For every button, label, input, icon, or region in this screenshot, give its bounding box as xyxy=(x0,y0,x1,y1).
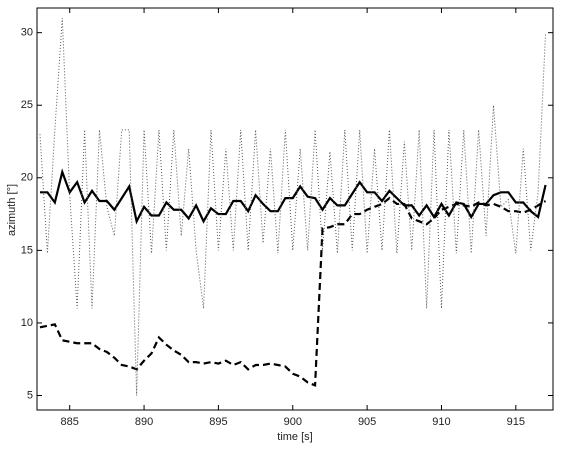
y-tick-label: 15 xyxy=(21,244,33,256)
plot-frame xyxy=(36,7,554,411)
y-tick-label: 25 xyxy=(21,99,33,111)
x-tick-label: 915 xyxy=(507,416,525,428)
x-tick-label: 890 xyxy=(135,416,153,428)
series-line xyxy=(39,168,547,225)
x-tick-label: 885 xyxy=(61,416,79,428)
x-tick-label: 900 xyxy=(284,416,302,428)
x-axis-label: time [s] xyxy=(277,431,312,443)
y-axis-label: azimuth [°] xyxy=(6,184,18,236)
x-tick-label: 905 xyxy=(358,416,376,428)
y-tick-label: 5 xyxy=(27,389,33,401)
x-tick-label: 910 xyxy=(432,416,450,428)
y-tick-label: 10 xyxy=(21,317,33,329)
y-tick-label: 30 xyxy=(21,27,33,39)
x-tick-label: 895 xyxy=(209,416,227,428)
series-line xyxy=(39,196,547,387)
y-tick-label: 20 xyxy=(21,172,33,184)
